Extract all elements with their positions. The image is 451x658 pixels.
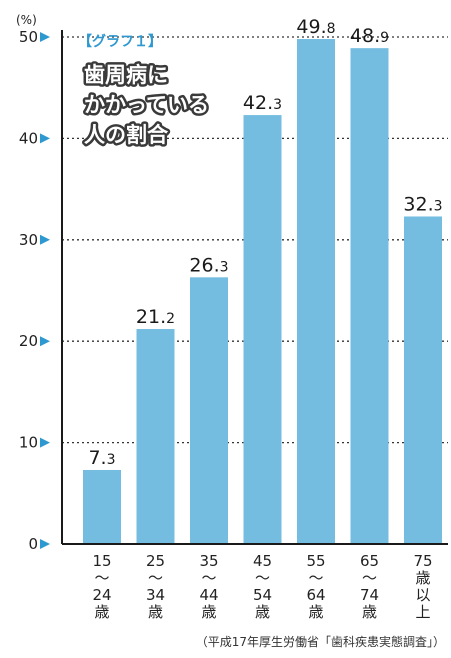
x-tick-label: 55: [306, 552, 325, 570]
bar: [83, 469, 121, 544]
chart-title-line-2: かかっている: [84, 93, 209, 117]
x-tick-label: 歳: [94, 603, 109, 621]
y-tick-marker: [40, 336, 50, 347]
x-tick-label: 歳: [201, 603, 216, 621]
x-tick-label: 74: [360, 586, 379, 604]
bar: [297, 39, 335, 544]
bars: [83, 39, 442, 545]
y-tick-label: 40: [19, 129, 38, 147]
y-tick-marker: [40, 234, 50, 245]
y-tick-marker: [40, 32, 50, 42]
bar: [136, 329, 175, 544]
x-tick-label: 35: [199, 552, 218, 570]
value-label: 7.3: [88, 447, 115, 469]
value-label: 48.9: [350, 25, 389, 47]
chart-title-line-3: 人の割合: [84, 123, 169, 147]
y-tick-label: 30: [19, 231, 38, 249]
source-note: （平成17年厚生労働省「歯科疾患実態調査」）: [195, 635, 445, 649]
x-tick-label: 75: [413, 552, 432, 570]
y-tick-label: 10: [19, 434, 38, 452]
x-tick-label: 64: [306, 586, 325, 604]
value-label: 32.3: [403, 193, 442, 215]
y-tick-label: 20: [19, 332, 38, 350]
x-tick-label: 歳: [362, 603, 377, 621]
bar: [404, 216, 442, 544]
value-label: 42.3: [243, 92, 282, 114]
x-tick-label: 以: [415, 586, 430, 604]
y-unit-label: (%): [16, 13, 37, 27]
x-tick-label: 34: [146, 586, 165, 604]
y-tick-label: 0: [28, 535, 38, 553]
x-tick-label: 〜: [308, 569, 323, 587]
value-label: 26.3: [189, 254, 228, 276]
x-tick-label: 上: [415, 603, 430, 621]
y-tick-label: 50: [19, 28, 38, 46]
x-tick-label: 45: [253, 552, 272, 570]
x-tick-label: 25: [146, 552, 165, 570]
x-tick-label: 〜: [255, 569, 270, 587]
x-tick-label: 〜: [362, 569, 377, 587]
x-tick-label: 歳: [148, 603, 163, 621]
value-labels: 7.3 21.2 26.3 42.3 49.8 48.9 32.3: [88, 16, 442, 469]
x-tick-label: 歳: [415, 569, 430, 587]
y-tick-marker: [40, 539, 50, 549]
x-tick-label: 歳: [308, 603, 323, 621]
y-tick-marker: [40, 133, 50, 144]
x-tick-label: 歳: [255, 603, 270, 621]
x-tick-label: 〜: [201, 569, 216, 587]
x-tick-label: 24: [92, 586, 111, 604]
y-tick-marker: [40, 437, 50, 448]
x-tick-label: 〜: [148, 569, 163, 587]
x-tick-label: 15: [92, 552, 111, 570]
graph-tag: 【グラフ１】: [78, 33, 162, 50]
x-axis: 15〜24歳25〜34歳35〜44歳45〜54歳55〜64歳65〜74歳75歳以…: [62, 543, 448, 621]
x-tick-label: 〜: [94, 569, 109, 587]
bar: [190, 277, 228, 544]
x-tick-label: 44: [199, 586, 218, 604]
value-label: 49.8: [296, 16, 335, 38]
x-tick-label: 65: [360, 552, 379, 570]
value-label: 21.2: [136, 306, 175, 328]
chart-title-line-1: 歯周病に: [84, 63, 168, 87]
x-tick-label: 54: [253, 586, 272, 604]
y-axis: 0 10 20 30 40 50: [19, 28, 63, 553]
bar: [243, 115, 282, 544]
bar: [350, 48, 389, 545]
